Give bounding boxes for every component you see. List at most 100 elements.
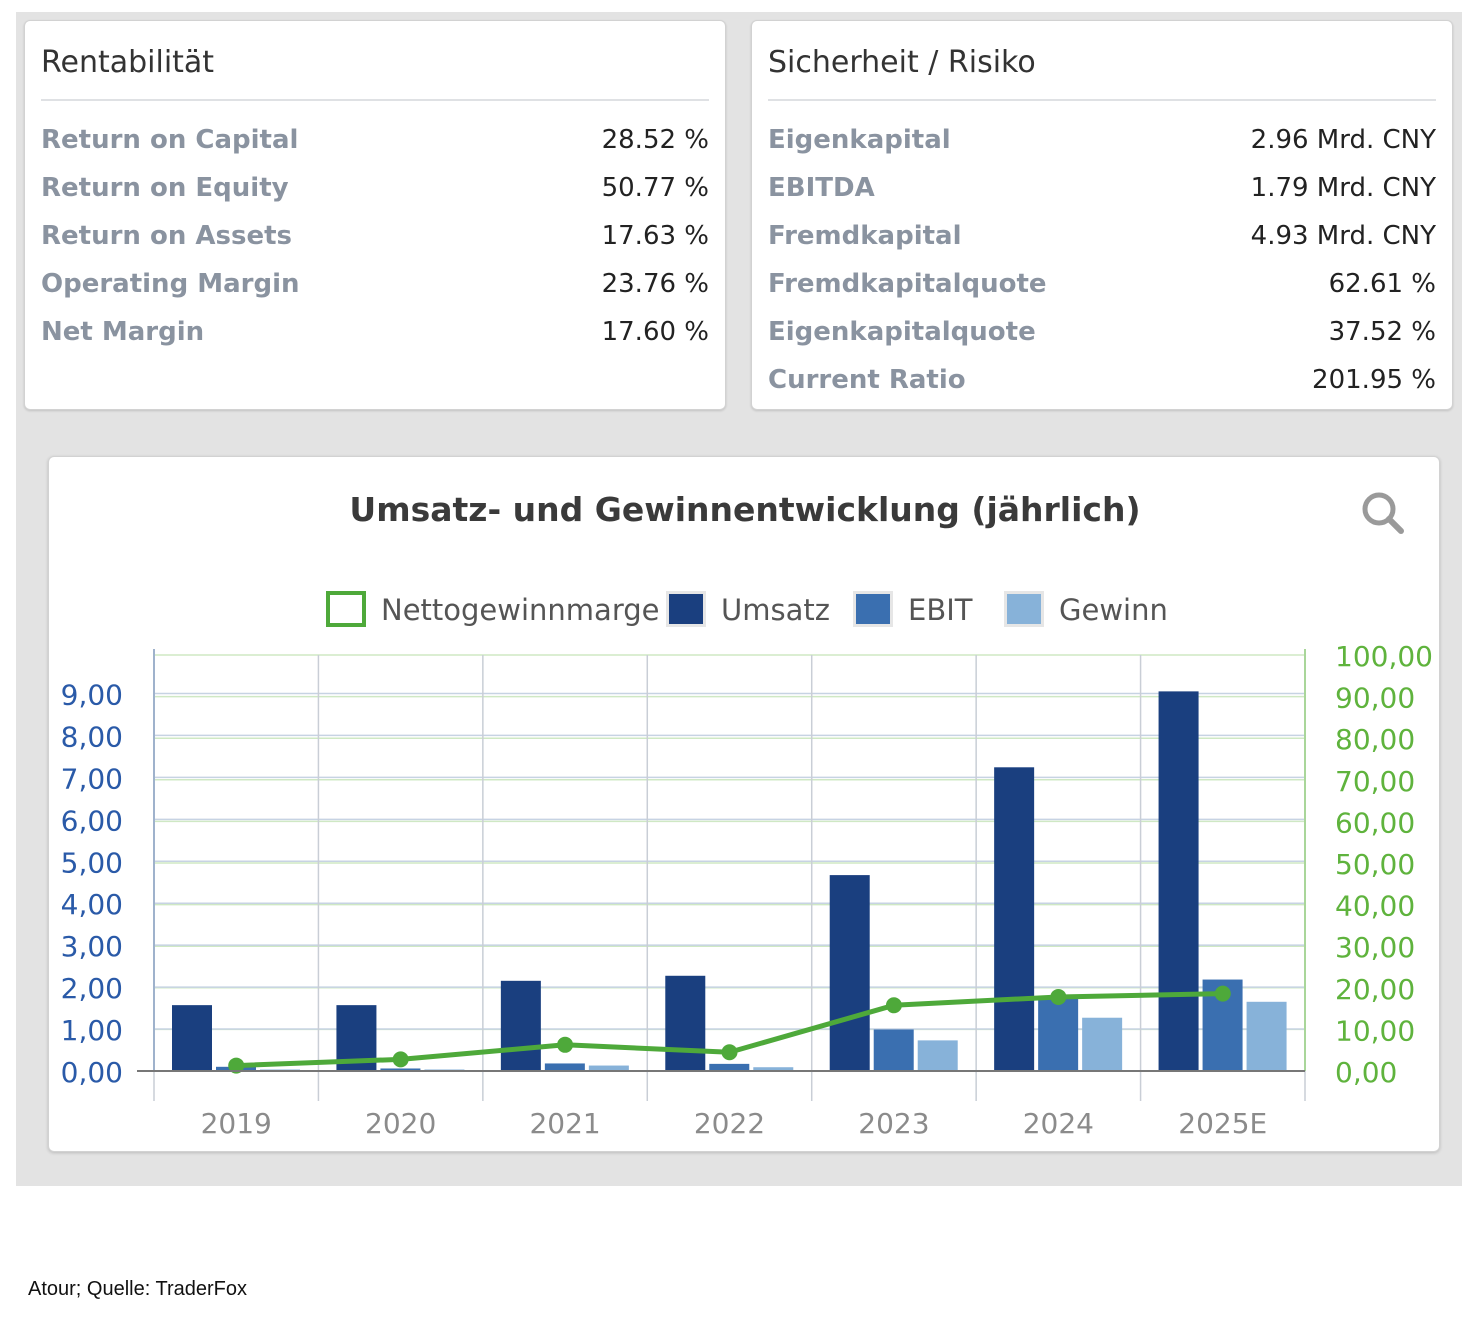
bar-umsatz: [665, 975, 706, 1071]
kv-row: Return on Equity 50.77 %: [41, 169, 709, 217]
legend-swatch-nettogewinnmarge: [326, 591, 366, 627]
kv-label: Current Ratio: [768, 365, 966, 395]
kv-label: Fremdkapital: [768, 221, 962, 251]
revenue-profit-chart: 0,00 10,00 20,00 30,00 40,00 50,00 60,00 70,00 8…: [61, 490, 1433, 1140]
magnifier-icon[interactable]: [1362, 492, 1404, 534]
kv-row: Operating Margin 23.76 %: [41, 265, 709, 313]
legend-swatch-ebit: [856, 594, 890, 624]
point-nettogewinnmarge: [721, 1044, 738, 1061]
source-note: Atour; Quelle: TraderFox: [28, 1278, 247, 1300]
kv-row: EBITDA 1.79 Mrd. CNY: [768, 169, 1436, 217]
y-left-tick-label: 8,00: [61, 720, 123, 753]
y-left-tick-label: 5,00: [61, 846, 123, 879]
kv-value: 1.79 Mrd. CNY: [1250, 173, 1436, 203]
y-right-tick-label: 60,00: [1335, 806, 1415, 839]
sicherheit-card: Sicherheit / Risiko Eigenkapital 2.96 Mr…: [751, 20, 1453, 410]
kv-value: 2.96 Mrd. CNY: [1250, 125, 1436, 155]
kv-label: Eigenkapital: [768, 125, 951, 155]
kv-value: 62.61 %: [1328, 269, 1436, 299]
bar-umsatz: [829, 875, 870, 1071]
point-nettogewinnmarge: [392, 1051, 409, 1068]
kv-value: 201.95 %: [1312, 365, 1436, 395]
kv-row: Eigenkapital 2.96 Mrd. CNY: [768, 121, 1436, 169]
sicherheit-list: Eigenkapital 2.96 Mrd. CNY EBITDA 1.79 M…: [768, 121, 1436, 409]
x-tick-label: 2022: [694, 1107, 765, 1140]
x-tick-label: 2020: [365, 1107, 436, 1140]
y-left-tick-label: 1,00: [61, 1014, 123, 1047]
rentabilitaet-list: Return on Capital 28.52 % Return on Equi…: [41, 121, 709, 361]
kv-value: 17.60 %: [601, 317, 709, 347]
y-right-tick-label: 40,00: [1335, 890, 1415, 923]
y-right-tick-label: 70,00: [1335, 765, 1415, 798]
point-nettogewinnmarge: [1050, 988, 1067, 1005]
y-left-tick-label: 6,00: [61, 804, 123, 837]
legend-label-nettogewinnmarge: Nettogewinnmarge: [381, 593, 660, 627]
kv-label: Operating Margin: [41, 269, 300, 299]
point-nettogewinnmarge: [557, 1036, 574, 1053]
y-left-tick-label: 2,00: [61, 972, 123, 1005]
y-left-tick-label: 4,00: [61, 888, 123, 921]
y-right-tick-label: 0,00: [1335, 1056, 1397, 1089]
kv-label: Eigenkapitalquote: [768, 317, 1036, 347]
bar-gewinn: [917, 1040, 958, 1071]
kv-label: EBITDA: [768, 173, 875, 203]
y-left-tick-label: 9,00: [61, 678, 123, 711]
rentabilitaet-card: Rentabilität Return on Capital 28.52 % R…: [24, 20, 726, 410]
bar-umsatz: [500, 980, 541, 1071]
y-left-tick-label: 3,00: [61, 930, 123, 963]
legend-label-umsatz: Umsatz: [721, 593, 830, 627]
kv-label: Return on Assets: [41, 221, 293, 251]
y-right-tick-label: 30,00: [1335, 931, 1415, 964]
bar-umsatz: [172, 1005, 212, 1071]
x-tick-label: 2019: [201, 1107, 272, 1140]
kv-label: Return on Capital: [41, 125, 299, 155]
kv-row: Return on Assets 17.63 %: [41, 217, 709, 265]
kv-value: 23.76 %: [601, 269, 709, 299]
bar-ebit: [544, 1063, 585, 1071]
point-nettogewinnmarge: [885, 997, 902, 1014]
point-nettogewinnmarge: [228, 1057, 245, 1074]
x-tick-label: 2021: [529, 1107, 600, 1140]
y-right-tick-label: 20,00: [1335, 973, 1415, 1006]
x-tick-label: 2024: [1023, 1107, 1094, 1140]
y-right-tick-label: 100,00: [1335, 640, 1433, 673]
kv-row: Eigenkapitalquote 37.52 %: [768, 313, 1436, 361]
bar-ebit: [709, 1063, 750, 1071]
bar-ebit: [1038, 998, 1079, 1071]
bar-ebit: [380, 1068, 421, 1071]
bar-umsatz: [994, 767, 1035, 1071]
kv-value: 50.77 %: [601, 173, 709, 203]
title-divider: [41, 99, 709, 101]
kv-label: Fremdkapitalquote: [768, 269, 1047, 299]
kv-label: Net Margin: [41, 317, 205, 347]
y-right-tick-label: 90,00: [1335, 682, 1415, 715]
chart-title: Umsatz- und Gewinnentwicklung (jährlich): [349, 490, 1140, 529]
kv-label: Return on Equity: [41, 173, 289, 203]
kv-row: Fremdkapital 4.93 Mrd. CNY: [768, 217, 1436, 265]
bar-gewinn: [588, 1065, 629, 1071]
point-nettogewinnmarge: [1214, 985, 1231, 1002]
y-left-tick-label: 0,00: [61, 1056, 123, 1089]
bar-gewinn: [1082, 1017, 1123, 1071]
kv-row: Return on Capital 28.52 %: [41, 121, 709, 169]
y-right-tick-label: 80,00: [1335, 723, 1415, 756]
x-tick-label: 2023: [858, 1107, 929, 1140]
y-left-tick-label: 7,00: [61, 762, 123, 795]
x-tick-label: 2025E: [1178, 1107, 1267, 1140]
kpi-band: Rentabilität Return on Capital 28.52 % R…: [16, 12, 1462, 440]
bar-gewinn: [753, 1067, 794, 1071]
kv-value: 4.93 Mrd. CNY: [1250, 221, 1436, 251]
chart-band: 0,00 10,00 20,00 30,00 40,00 50,00 60,00 70,00 8…: [16, 440, 1462, 1186]
bar-umsatz: [1158, 691, 1199, 1071]
kv-row: Current Ratio 201.95 %: [768, 361, 1436, 409]
kv-value: 17.63 %: [601, 221, 709, 251]
y-right-tick-label: 10,00: [1335, 1014, 1415, 1047]
rentabilitaet-title: Rentabilität: [41, 45, 215, 80]
legend-label-gewinn: Gewinn: [1059, 593, 1168, 627]
kv-value: 28.52 %: [601, 125, 709, 155]
kv-row: Net Margin 17.60 %: [41, 313, 709, 361]
legend-swatch-gewinn: [1007, 594, 1041, 624]
legend-swatch-umsatz: [669, 594, 703, 624]
legend-label-ebit: EBIT: [908, 593, 973, 627]
bar-gewinn: [1246, 1001, 1287, 1071]
